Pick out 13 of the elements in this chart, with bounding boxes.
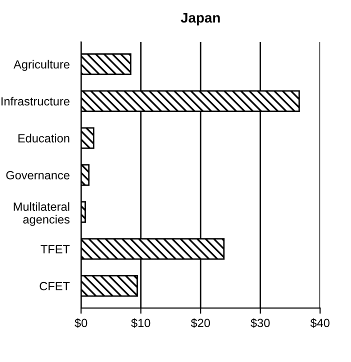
x-tick-label: $10	[131, 318, 150, 328]
y-tick-label: CFET	[40, 282, 70, 290]
y-tick-label: TFET	[40, 245, 70, 254]
x-tick-label: $40	[310, 318, 330, 328]
y-tick-label: Agriculture	[14, 60, 70, 71]
chart-title: Japan	[180, 12, 220, 26]
x-tick-label: $0	[74, 318, 88, 328]
y-tick-label: Governance	[6, 171, 70, 180]
y-tick-label: Infrastructure	[2, 96, 70, 106]
y-tick-label: Multilateral agencies	[14, 202, 70, 226]
y-tick-label: Education	[18, 134, 70, 142]
x-tick-label: $20	[190, 318, 210, 328]
x-tick-label: $30	[250, 318, 270, 328]
